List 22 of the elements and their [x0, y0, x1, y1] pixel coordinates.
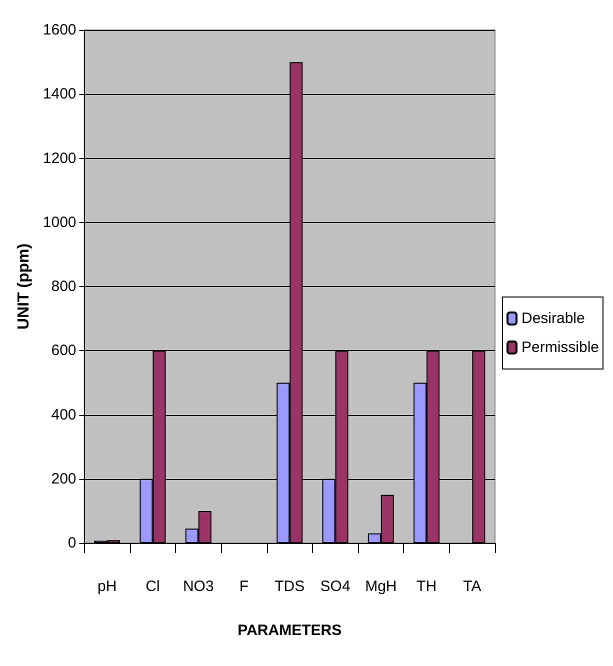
x-tick-label: SO4	[320, 578, 350, 595]
y-tick-label: 800	[51, 278, 76, 295]
x-tick-label: TA	[463, 578, 482, 595]
x-tick-label: NO3	[182, 578, 214, 595]
y-tick-label: 1400	[42, 86, 76, 103]
y-tick-label: 200	[51, 470, 76, 488]
legend-label: Desirable	[521, 310, 585, 327]
y-tick-label: 1000	[42, 214, 76, 231]
y-tick-label: 400	[51, 406, 76, 424]
x-tick-label: TH	[416, 578, 437, 595]
y-tick-label: 1200	[42, 150, 76, 167]
legend-label: Permissible	[521, 339, 600, 356]
y-axis-title: UNIT (ppm)	[16, 243, 32, 330]
x-tick-label: MgH	[365, 578, 397, 595]
y-tick-label: 600	[51, 342, 76, 360]
x-axis-title: PARAMETERS	[238, 622, 342, 639]
x-tick-label: TDS	[274, 578, 305, 595]
y-tick-label: 0	[68, 534, 76, 552]
x-tick-label: Cl	[146, 578, 160, 595]
y-tick-label: 1600	[42, 22, 76, 38]
x-tick-label: pH	[97, 578, 117, 595]
x-tick-label: F	[239, 578, 249, 595]
